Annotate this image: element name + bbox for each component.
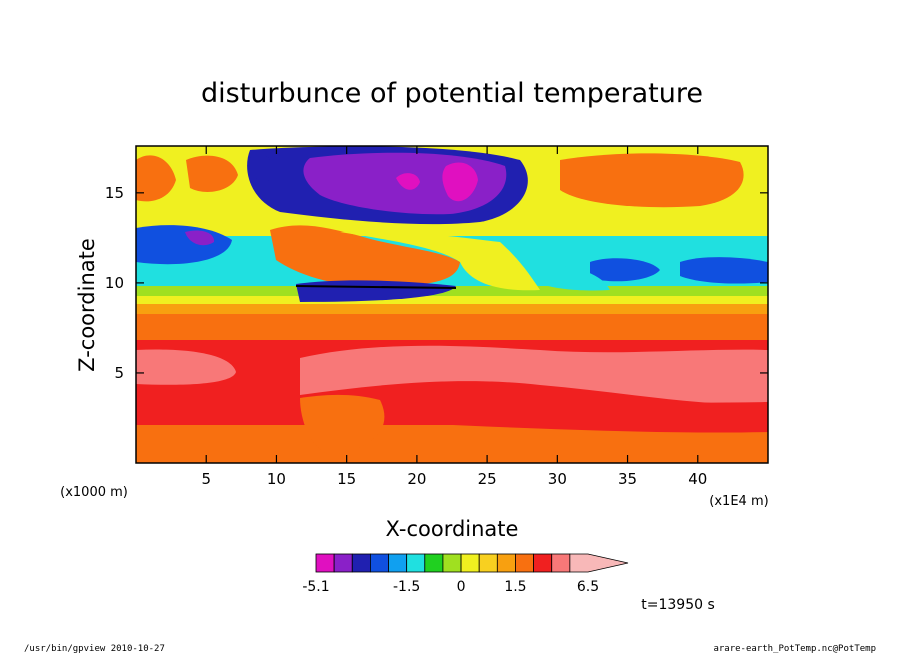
band-yellow	[136, 294, 768, 304]
colorbar-label: 0	[457, 579, 466, 595]
potential-temperature-field	[136, 146, 768, 463]
band-green	[136, 284, 768, 296]
colorbar-swatch	[496, 553, 516, 573]
red-lower-right	[430, 402, 768, 433]
x-axis-title: X-coordinate	[386, 517, 519, 541]
colorbar-label: 1.5	[504, 579, 526, 595]
colorbar-swatch	[551, 553, 571, 573]
x-axis-unit-right: (x1E4 m)	[709, 494, 768, 509]
colorbar-swatch	[406, 553, 426, 573]
footer-left: /usr/bin/gpview 2010-10-27	[24, 644, 165, 654]
pink-lobe-right	[300, 345, 768, 406]
footer-right: arare-earth_PotTemp.nc@PotTemp	[713, 644, 876, 654]
colorbar-swatch	[315, 553, 335, 573]
x-tick-label: 20	[407, 470, 426, 488]
colorbar-swatch	[533, 553, 553, 573]
x-tick-label: 25	[478, 470, 497, 488]
y-axis: 5 10 15	[105, 184, 768, 382]
orange-lobe-upper-mid-left	[186, 155, 238, 192]
y-axis-title: Z-coordinate	[75, 238, 99, 372]
orange-red-disturbance	[300, 394, 385, 455]
cyan-lower-patch	[520, 265, 610, 291]
y-tick-label: 5	[114, 364, 124, 382]
blue-patch-far-right	[680, 257, 768, 284]
colorbar-labels: -5.1 -1.5 0 1.5 6.5	[302, 579, 599, 595]
blue-patch-right	[590, 258, 660, 282]
plot-frame	[135, 145, 769, 464]
navy-patch-left	[250, 154, 273, 183]
orange-lobe-upper-right	[560, 153, 744, 208]
navy-blob-left	[185, 230, 215, 246]
magenta-small	[396, 173, 420, 190]
x-tick-label: 15	[337, 470, 356, 488]
green-tongue	[340, 230, 540, 291]
colorbar-swatch	[515, 553, 535, 573]
colorbar-swatch	[478, 553, 498, 573]
orange-wedge	[270, 225, 460, 287]
y-tick-label: 15	[105, 184, 124, 202]
pink-lobe-left	[136, 349, 236, 385]
y-tick-label: 10	[105, 274, 124, 292]
black-contour-line	[295, 285, 457, 289]
colorbar-swatch	[460, 553, 480, 573]
colorbar-swatch	[351, 553, 371, 573]
colorbar	[315, 553, 629, 573]
colorbar-swatch	[442, 553, 462, 573]
colorbar-swatch	[424, 553, 444, 573]
colorbar-label: 6.5	[577, 579, 599, 595]
colorbar-swatch	[369, 553, 389, 573]
colorbar-label: -1.5	[393, 579, 420, 595]
chart-title: disturbunce of potential temperature	[201, 78, 703, 109]
x-tick-label: 10	[267, 470, 286, 488]
x-axis-unit-left: (x1000 m)	[60, 485, 128, 500]
band-yellow-orange	[136, 302, 768, 314]
colorbar-label: -5.1	[302, 579, 329, 595]
x-tick-label: 5	[201, 470, 211, 488]
x-tick-label: 35	[618, 470, 637, 488]
time-label: t=13950 s	[641, 597, 715, 613]
colorbar-swatch	[388, 553, 408, 573]
x-axis: 5 10 15 20 25 30 35 40	[201, 146, 707, 488]
magenta-core	[442, 162, 478, 202]
band-orange-upper	[136, 312, 768, 340]
x-tick-label: 40	[688, 470, 707, 488]
colorbar-swatch-extend	[569, 553, 629, 573]
x-tick-label: 30	[548, 470, 567, 488]
orange-lobe-upper-left	[136, 155, 176, 202]
colorbar-swatch	[333, 553, 353, 573]
